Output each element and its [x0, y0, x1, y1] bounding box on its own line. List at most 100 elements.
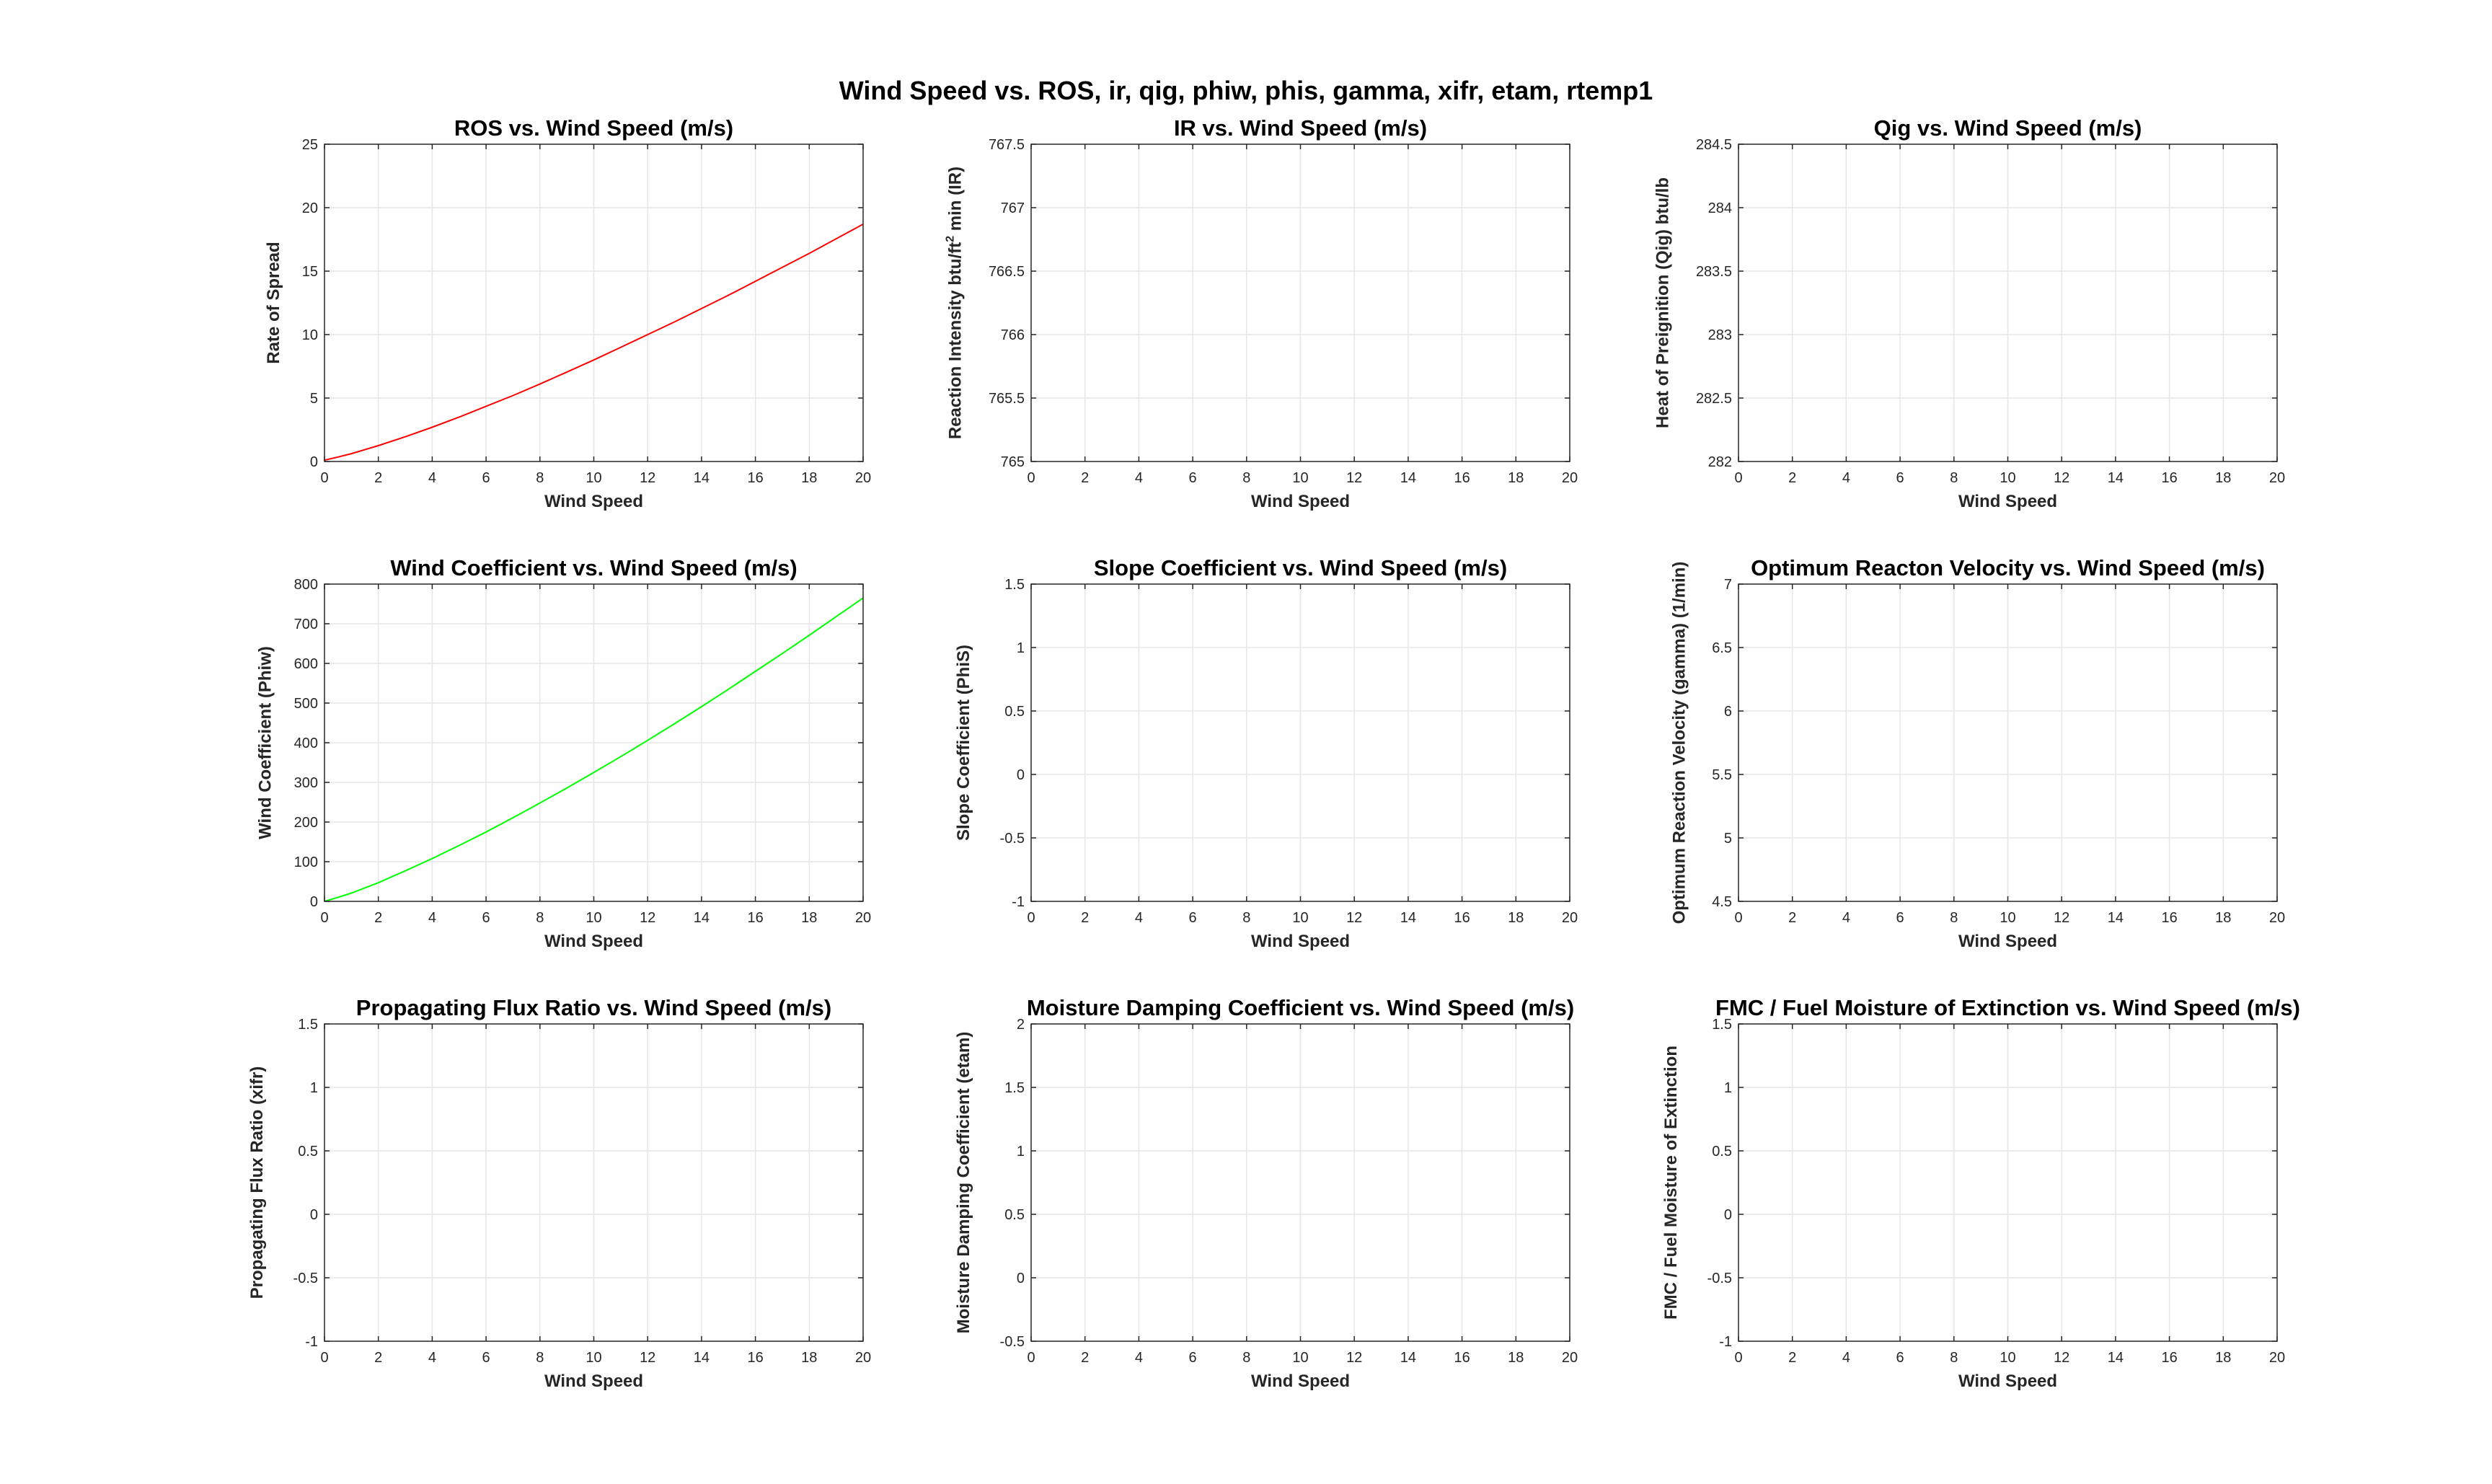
- x-tick-label: 8: [1950, 910, 1958, 926]
- y-tick-label: 766.5: [989, 264, 1025, 280]
- x-tick-label: 10: [1292, 1350, 1308, 1366]
- y-tick-label: 284.5: [1696, 137, 1732, 153]
- x-tick-label: 4: [1135, 1350, 1143, 1366]
- y-tick-label: -1: [305, 1334, 318, 1350]
- y-tick-label: 283: [1708, 327, 1732, 343]
- x-tick-label: 0: [1734, 910, 1742, 926]
- x-tick-label: 4: [1842, 470, 1850, 486]
- y-tick-label: -0.5: [1000, 1334, 1025, 1350]
- y-tick-label: 1: [310, 1080, 318, 1096]
- x-tick-label: 14: [2108, 470, 2124, 486]
- subplot-7: 0 2 4 6 8 10 12 14 16 18 20 -1 -0.5 0 0.5 1 1.5 Wind Spee…: [247, 995, 871, 1391]
- x-tick-label: 0: [1734, 470, 1742, 486]
- x-tick-label: 8: [1242, 1350, 1250, 1366]
- x-tick-label: 18: [1508, 470, 1524, 486]
- x-tick-label: 10: [1292, 470, 1308, 486]
- x-tick-label: 20: [1562, 910, 1578, 926]
- y-tick-label: 0: [1017, 1271, 1025, 1286]
- x-tick-label: 12: [1346, 1350, 1362, 1366]
- x-tick-label: 14: [694, 470, 710, 486]
- y-tick-label: 25: [302, 137, 318, 153]
- y-axis-label: FMC / Fuel Moisture of Extinction: [1661, 1046, 1681, 1320]
- x-tick-label: 12: [2054, 1350, 2069, 1366]
- x-axis-label: Wind Speed: [1958, 492, 2057, 511]
- y-tick-label: -0.5: [293, 1271, 318, 1286]
- y-axis-label: Rate of Spread: [264, 242, 283, 363]
- x-tick-label: 20: [855, 1350, 871, 1366]
- x-tick-label: 18: [801, 470, 817, 486]
- y-tick-label: 282: [1708, 454, 1732, 470]
- x-tick-label: 18: [801, 1350, 817, 1366]
- y-axis-label: Propagating Flux Ratio (xifr): [247, 1066, 267, 1299]
- x-tick-label: 16: [2161, 910, 2177, 926]
- y-tick-label: -1: [1719, 1334, 1732, 1350]
- x-tick-label: 18: [2215, 470, 2231, 486]
- x-axis-label: Wind Speed: [544, 932, 643, 951]
- x-tick-label: 0: [1027, 910, 1035, 926]
- y-tick-label: 300: [294, 775, 318, 791]
- x-tick-label: 0: [320, 470, 328, 486]
- subplot-6: 0 2 4 6 8 10 12 14 16 18 20 4.5 5 5.5 6 6.5 7 Wind Speed O…: [1670, 555, 2286, 951]
- y-axis-label: Moisture Damping Coefficient (etam): [954, 1032, 973, 1334]
- x-tick-label: 10: [586, 1350, 601, 1366]
- x-tick-label: 18: [2215, 910, 2231, 926]
- x-tick-label: 6: [1189, 470, 1197, 486]
- y-axis-label: Reaction Intensity btu/ft2 min (IR): [945, 167, 966, 439]
- y-tick-label: 5: [1724, 831, 1732, 847]
- x-tick-label: 20: [2269, 470, 2285, 486]
- y-tick-label: 0: [310, 454, 318, 470]
- y-tick-label: 766: [1001, 327, 1025, 343]
- x-tick-label: 4: [428, 470, 436, 486]
- x-tick-label: 14: [1400, 470, 1416, 486]
- x-tick-label: 4: [1842, 910, 1850, 926]
- x-tick-label: 12: [640, 910, 655, 926]
- x-tick-label: 6: [482, 910, 490, 926]
- y-tick-label: 765.5: [989, 391, 1025, 407]
- y-tick-label: -0.5: [1707, 1271, 1732, 1286]
- y-tick-label: 283.5: [1696, 264, 1732, 280]
- y-axis-label: Slope Coefficient (PhiS): [954, 645, 973, 841]
- x-tick-label: 16: [747, 910, 763, 926]
- x-tick-label: 6: [1189, 910, 1197, 926]
- y-tick-label: 500: [294, 696, 318, 712]
- x-tick-label: 4: [428, 910, 436, 926]
- subplot-9: 0 2 4 6 8 10 12 14 16 18 20 -1 -0.5 0 0.5 1 1.5 Wind Spee…: [1661, 995, 2300, 1391]
- subplot-title: Slope Coefficient vs. Wind Speed (m/s): [1094, 555, 1507, 580]
- x-tick-label: 14: [1400, 1350, 1416, 1366]
- y-tick-label: 10: [302, 327, 318, 343]
- x-tick-label: 2: [1081, 1350, 1089, 1366]
- y-tick-label: 1: [1017, 640, 1025, 656]
- subplot-2: 0 2 4 6 8 10 12 14 16 18 20 765 765.5 766 766.5 767 767.…: [945, 115, 1578, 511]
- x-tick-label: 4: [1135, 470, 1143, 486]
- y-tick-label: 765: [1001, 454, 1025, 470]
- x-tick-label: 0: [320, 1350, 328, 1366]
- x-tick-label: 14: [694, 910, 710, 926]
- x-tick-label: 12: [2054, 470, 2069, 486]
- x-tick-label: 16: [747, 1350, 763, 1366]
- y-tick-label: 4.5: [1712, 894, 1732, 910]
- y-tick-label: 767.5: [989, 137, 1025, 153]
- x-tick-label: 2: [374, 910, 382, 926]
- x-tick-label: 2: [1081, 910, 1089, 926]
- y-tick-label: 5: [310, 391, 318, 407]
- x-tick-label: 0: [320, 910, 328, 926]
- y-tick-label: 1: [1724, 1080, 1732, 1096]
- x-tick-label: 4: [428, 1350, 436, 1366]
- x-tick-label: 2: [374, 1350, 382, 1366]
- x-tick-label: 6: [482, 1350, 490, 1366]
- x-tick-label: 6: [1189, 1350, 1197, 1366]
- y-tick-label: 400: [294, 736, 318, 751]
- y-tick-label: 700: [294, 617, 318, 632]
- y-tick-label: 0: [1724, 1207, 1732, 1223]
- y-tick-label: 1.5: [298, 1017, 318, 1033]
- x-tick-label: 12: [640, 470, 655, 486]
- y-tick-label: 0: [310, 1207, 318, 1223]
- subplot-title: ROS vs. Wind Speed (m/s): [454, 115, 733, 141]
- x-tick-label: 10: [1292, 910, 1308, 926]
- y-tick-label: 284: [1708, 200, 1732, 216]
- x-tick-label: 8: [536, 910, 544, 926]
- subplot-title: Qig vs. Wind Speed (m/s): [1874, 115, 2142, 141]
- x-axis-label: Wind Speed: [1251, 492, 1350, 511]
- y-tick-label: -1: [1012, 894, 1025, 910]
- y-tick-label: 7: [1724, 577, 1732, 593]
